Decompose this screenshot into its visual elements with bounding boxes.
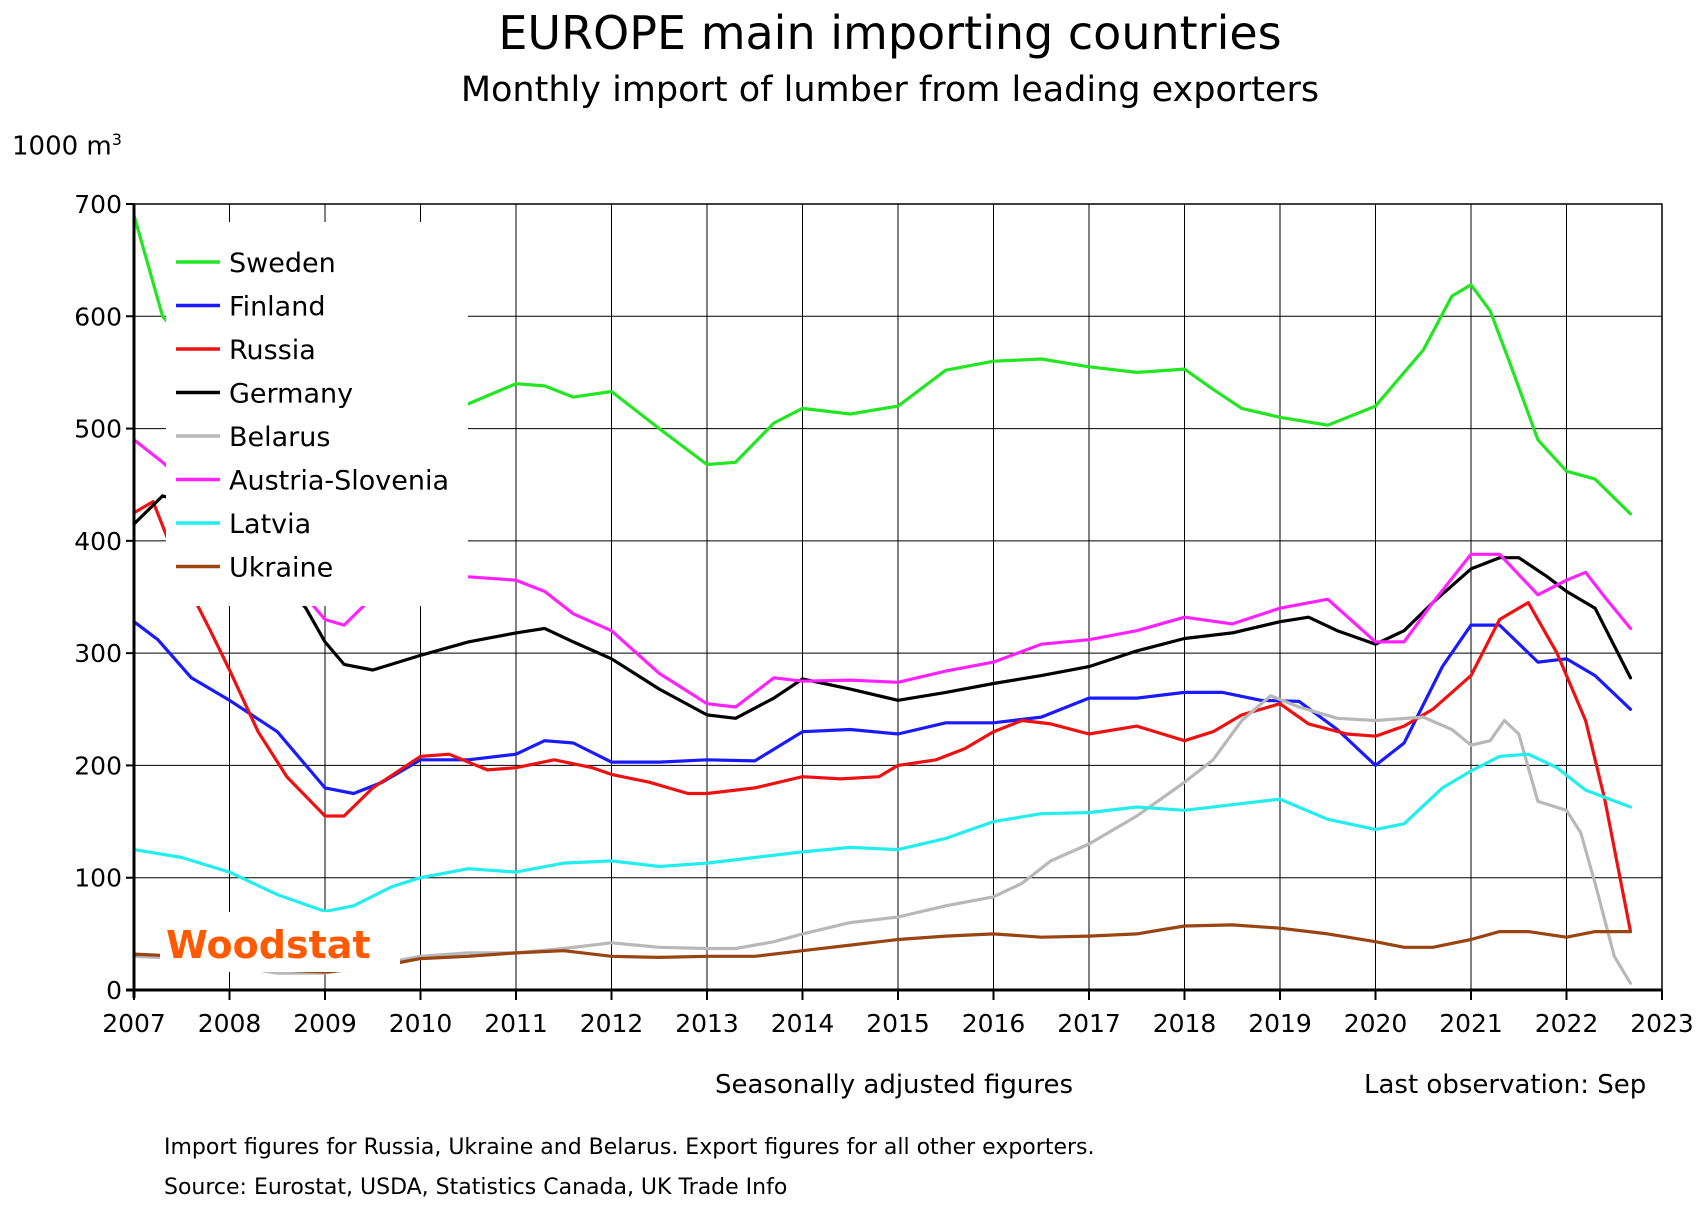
x-tick-label: 2010	[389, 1009, 453, 1038]
y-tick-label: 600	[74, 302, 122, 331]
series-lines	[132, 213, 1633, 985]
last-observation-note: Last observation: Sep	[1364, 1070, 1647, 1100]
y-axis-unit: 1000 m3	[12, 130, 122, 162]
legend-label-ukraine: Ukraine	[229, 553, 333, 584]
legend-label-sweden: Sweden	[229, 248, 336, 279]
y-tick-label: 200	[74, 751, 122, 780]
legend-label-austria-slovenia: Austria-Slovenia	[229, 466, 449, 497]
x-tick-label: 2018	[1153, 1009, 1217, 1038]
y-tick-label: 500	[74, 415, 122, 444]
x-tick-label: 2012	[580, 1009, 644, 1038]
footnote-source: Source: Eurostat, USDA, Statistics Canad…	[164, 1175, 788, 1200]
axes: 0 100 200 300 400 500 600 700 2007 2008 2009 2010 20…	[74, 190, 1694, 1038]
series-line-russia	[132, 500, 1633, 934]
chart-title: EUROPE main importing countries	[498, 6, 1282, 60]
seasonal-note: Seasonally adjusted figures	[715, 1070, 1074, 1100]
x-tick-label: 2015	[866, 1009, 930, 1038]
y-tick-label: 700	[74, 190, 122, 219]
y-tick-label: 300	[74, 639, 122, 668]
series-line-belarus	[132, 694, 1633, 985]
legend-label-finland: Finland	[229, 292, 325, 323]
woodstat-watermark: Woodstat	[166, 923, 371, 967]
legend-label-belarus: Belarus	[229, 422, 330, 453]
legend: Sweden Finland Russia Germany Belarus Austria…	[176, 248, 449, 584]
footnote-import: Import figures for Russia, Ukraine and B…	[164, 1135, 1095, 1160]
x-tick-label: 2022	[1535, 1009, 1599, 1038]
y-tick-label: 0	[106, 976, 122, 1005]
x-tick-label: 2008	[198, 1009, 262, 1038]
x-tick-label: 2016	[962, 1009, 1026, 1038]
x-tick-label: 2020	[1344, 1009, 1408, 1038]
series-line-latvia	[132, 752, 1633, 913]
legend-label-germany: Germany	[229, 379, 353, 410]
x-tick-label: 2013	[675, 1009, 739, 1038]
watermark-background	[160, 912, 400, 972]
x-tick-label: 2007	[102, 1009, 166, 1038]
x-tick-label: 2014	[771, 1009, 835, 1038]
legend-background	[166, 222, 468, 606]
legend-label-latvia: Latvia	[229, 509, 311, 540]
x-tick-label: 2009	[293, 1009, 357, 1038]
x-tick-label: 2021	[1439, 1009, 1503, 1038]
y-tick-label: 400	[74, 527, 122, 556]
y-axis-unit-superscript: 3	[111, 130, 122, 149]
x-tick-label: 2019	[1248, 1009, 1312, 1038]
y-tick-label: 100	[74, 864, 122, 893]
x-tick-label: 2011	[484, 1009, 548, 1038]
legend-label-russia: Russia	[229, 335, 316, 366]
y-axis-unit-label: 1000 m	[12, 131, 112, 162]
chart-subtitle: Monthly import of lumber from leading ex…	[460, 70, 1320, 110]
series-line-finland	[132, 620, 1633, 796]
series-line-ukraine	[132, 923, 1633, 974]
x-tick-label: 2017	[1057, 1009, 1121, 1038]
series-line-austria-slovenia	[132, 438, 1633, 709]
x-tick-label: 2023	[1630, 1009, 1694, 1038]
